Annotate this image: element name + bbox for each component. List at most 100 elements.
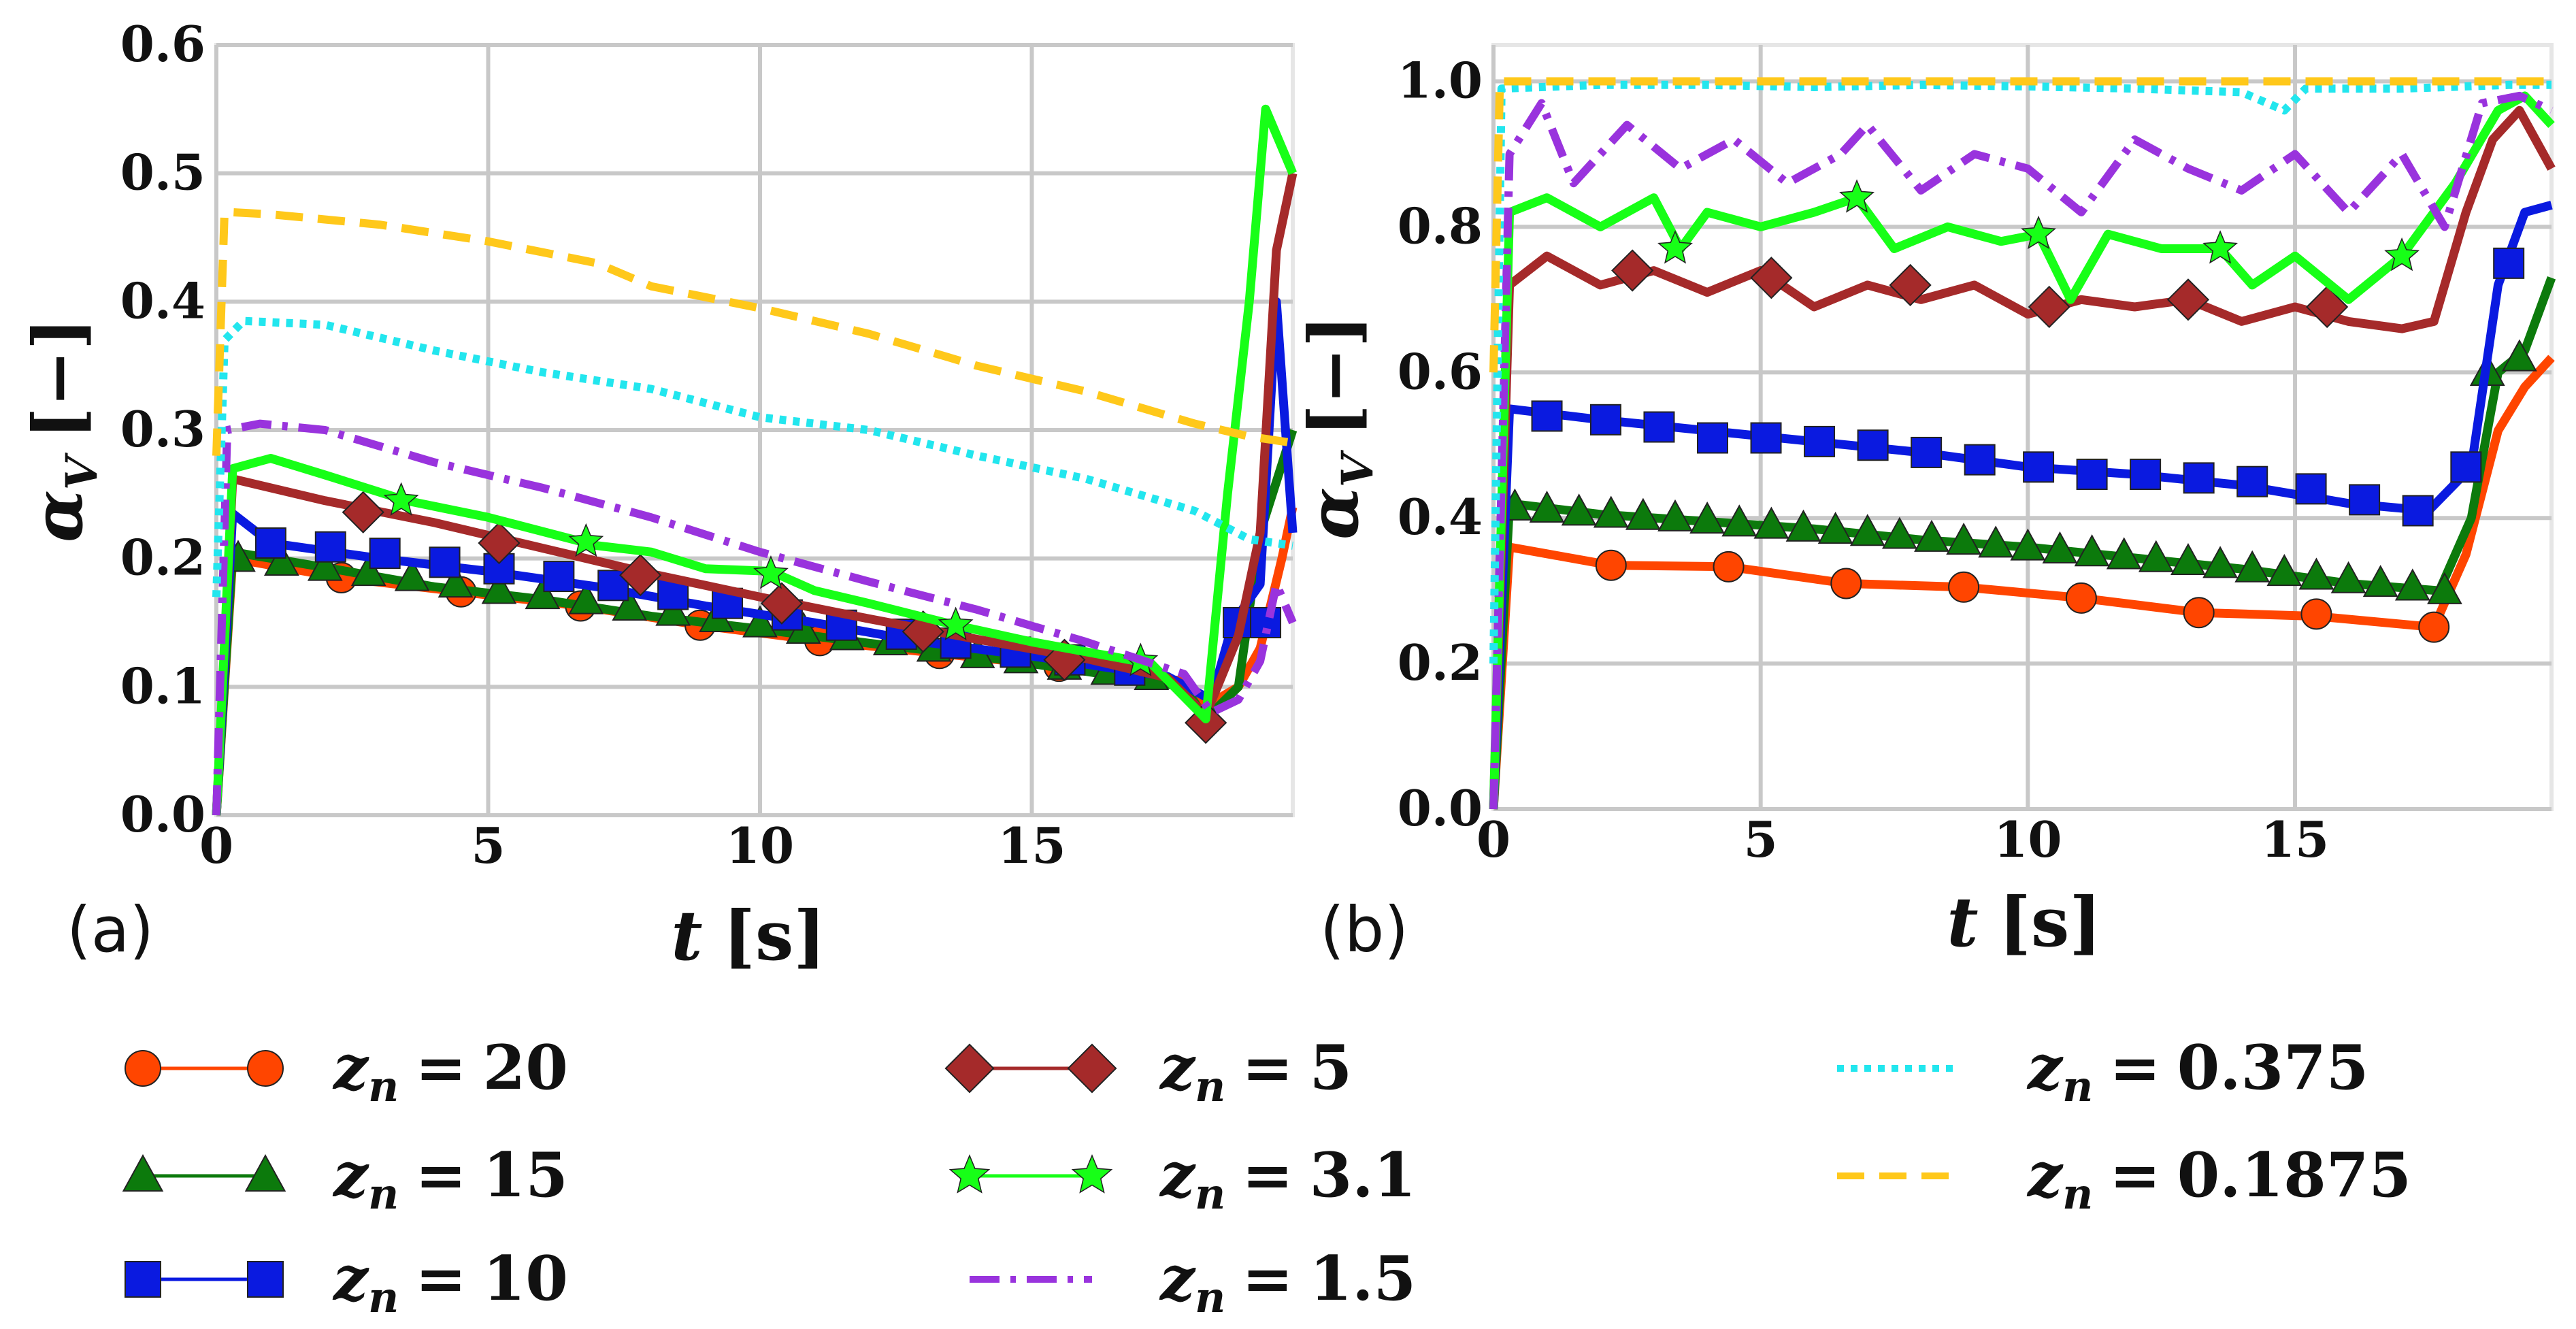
data-point <box>742 605 778 638</box>
legend-marker <box>247 1261 284 1298</box>
data-point <box>369 538 401 570</box>
legend: zn = 20 zn = 15 zn = 10 zn = 5 zn = 3.1 zn = 1.5 zn = 0.375 z… <box>122 1032 2411 1322</box>
data-point <box>525 577 561 610</box>
x-tick-label: 10 <box>1994 810 2062 868</box>
legend-marker <box>125 1261 161 1298</box>
data-point <box>2362 565 2398 597</box>
x-tick-label: 15 <box>2261 810 2329 868</box>
data-point <box>2074 534 2110 567</box>
legend-item: zn = 5 <box>944 1032 1352 1111</box>
data-point <box>1589 404 1621 436</box>
data-point <box>2330 561 2366 593</box>
series-z_n-0.1875 <box>212 208 1293 456</box>
series-line <box>212 208 1293 456</box>
legend-label: zn = 3.1 <box>1159 1139 1416 1219</box>
series-z_n-0.375 <box>212 316 1293 597</box>
data-point <box>2418 611 2450 643</box>
data-point <box>655 593 691 626</box>
series-z_n-3.1 <box>1489 91 2555 810</box>
data-point <box>2138 540 2174 572</box>
legend-label: zn = 10 <box>332 1243 568 1322</box>
data-point <box>1561 493 1597 526</box>
y-tick-label: 0.5 <box>120 144 205 201</box>
series-z_n-0.1875 <box>1489 77 2552 373</box>
legend-item: zn = 0.375 <box>1837 1032 2368 1111</box>
panel-b-chart: 0 5 10 15 0.0 0.2 0.4 0.6 0.8 1.0 αV[−] t [s] (b) <box>1293 43 2556 966</box>
data-point <box>1785 509 1821 542</box>
data-point <box>1625 497 1661 530</box>
data-point <box>2076 459 2108 491</box>
legend-marker <box>247 1050 284 1087</box>
data-point <box>619 554 662 597</box>
panel-a-ylabel: αV[−] <box>18 318 108 542</box>
data-point <box>350 554 386 587</box>
data-point <box>2394 568 2430 601</box>
data-point <box>2166 278 2210 321</box>
y-tick-label: 0.6 <box>120 15 205 73</box>
series-z_n-5 <box>212 172 1298 816</box>
data-point <box>2021 215 2056 250</box>
data-point <box>1595 549 1627 581</box>
panel-b-series <box>1489 77 2556 810</box>
data-point <box>938 606 974 640</box>
y-tick-label: 1.0 <box>1398 51 1483 109</box>
data-point <box>1946 523 1982 555</box>
data-point <box>1817 511 1853 544</box>
data-point <box>2170 542 2206 576</box>
legend-marker <box>1071 1154 1113 1194</box>
data-point <box>1978 525 2014 558</box>
series-line <box>1489 355 2555 810</box>
legend-marker <box>122 1154 164 1192</box>
panel-a-ticks: 0 5 10 15 0.0 0.1 0.2 0.3 0.4 0.5 0.6 <box>120 15 1066 874</box>
data-point <box>342 491 384 534</box>
data-point <box>2300 598 2332 630</box>
data-point <box>568 582 604 614</box>
series-z_n-1.5 <box>1489 91 2554 810</box>
data-point <box>429 546 461 578</box>
series-z_n-10 <box>1489 201 2553 810</box>
data-point <box>1529 490 1565 523</box>
panel-b-xlabel: t [s] <box>1947 882 2101 962</box>
panel-b-ylabel: αV[−] <box>1293 315 1383 540</box>
data-point <box>263 543 299 576</box>
data-point <box>2266 554 2302 587</box>
series-z_n-20 <box>1489 355 2555 810</box>
y-tick-label: 0.8 <box>1398 197 1483 255</box>
panel-b-ticks: 0 5 10 15 0.0 0.2 0.4 0.6 0.8 1.0 <box>1398 51 2329 868</box>
series-line <box>1489 91 2554 810</box>
legend-marker <box>125 1050 161 1087</box>
data-point <box>2295 473 2327 505</box>
series-line <box>212 419 1297 816</box>
data-point <box>2427 572 2462 604</box>
panel-a-chart: 0 5 10 15 0.0 0.1 0.2 0.3 0.4 0.5 0.6 αV[−] t [s] (… <box>18 15 1298 976</box>
x-tick-label: 5 <box>471 817 505 874</box>
data-point <box>1804 425 1836 457</box>
data-point <box>2130 459 2162 491</box>
data-point <box>2384 237 2420 272</box>
data-point <box>314 531 346 563</box>
data-point <box>307 548 343 581</box>
data-point <box>383 482 419 516</box>
data-point <box>1911 436 1943 468</box>
data-point <box>1849 514 1885 546</box>
series-line <box>212 316 1293 597</box>
data-point <box>1643 411 1675 443</box>
series-z_n-5 <box>1489 105 2556 810</box>
legend-marker <box>944 1043 995 1094</box>
legend-label: zn = 5 <box>1159 1032 1352 1111</box>
data-point <box>1830 568 1862 600</box>
panel-a-series <box>212 104 1298 816</box>
data-point <box>1713 551 1745 583</box>
panel-b-label: (b) <box>1320 893 1408 966</box>
data-point <box>1753 506 1789 539</box>
data-point <box>437 565 474 598</box>
legend-label: zn = 0.375 <box>2026 1032 2368 1111</box>
data-point <box>1881 516 1917 549</box>
data-point <box>2450 451 2482 483</box>
x-tick-label: 0 <box>1476 810 1510 868</box>
data-point <box>1657 230 1693 264</box>
x-tick-label: 10 <box>726 817 794 874</box>
series-z_n-3.1 <box>212 104 1297 816</box>
data-point <box>1948 571 1980 603</box>
